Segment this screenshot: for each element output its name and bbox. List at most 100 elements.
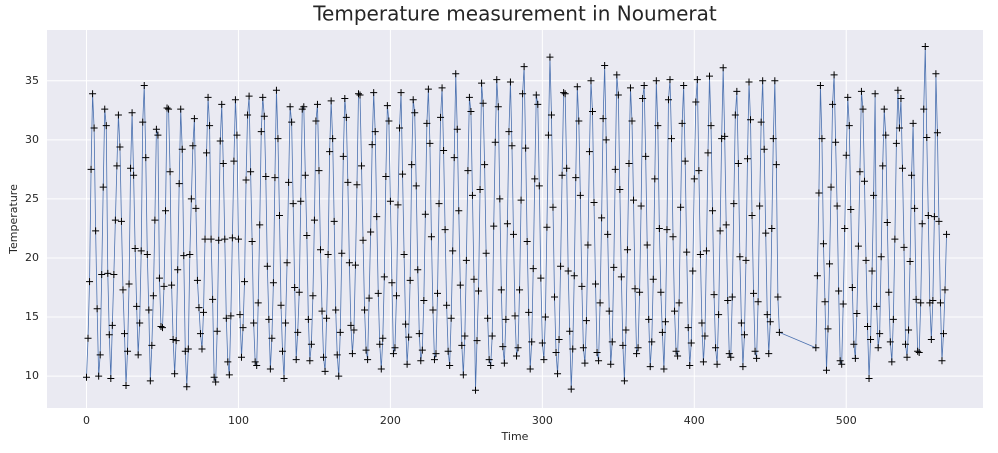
marker — [608, 338, 616, 346]
marker — [87, 165, 95, 173]
marker — [353, 181, 361, 189]
marker — [216, 137, 224, 145]
marker — [677, 203, 685, 211]
marker — [326, 148, 334, 156]
marker — [619, 341, 627, 349]
marker — [392, 292, 400, 300]
marker — [203, 149, 211, 157]
marker — [830, 71, 838, 79]
marker — [359, 236, 367, 244]
marker — [816, 82, 824, 90]
marker — [529, 265, 537, 273]
marker — [104, 269, 112, 277]
marker — [871, 90, 879, 98]
marker — [598, 214, 606, 222]
marker — [829, 100, 837, 108]
marker — [244, 111, 252, 119]
marker — [467, 108, 475, 116]
marker — [566, 327, 574, 335]
marker — [563, 164, 571, 172]
marker — [636, 288, 644, 296]
marker — [324, 250, 332, 258]
marker — [280, 374, 288, 382]
marker — [124, 347, 132, 355]
marker — [213, 327, 221, 335]
x-tick-label: 400 — [684, 414, 705, 427]
marker — [102, 122, 110, 130]
marker — [318, 307, 326, 315]
marker — [382, 172, 390, 180]
marker — [376, 340, 384, 348]
marker — [898, 164, 906, 172]
marker — [560, 89, 568, 97]
marker — [614, 91, 622, 99]
marker — [920, 105, 928, 113]
marker — [526, 365, 534, 373]
marker — [911, 204, 919, 212]
marker — [111, 216, 119, 224]
marker — [906, 258, 914, 266]
marker — [848, 284, 856, 292]
marker — [192, 204, 200, 212]
marker — [891, 235, 899, 243]
marker — [117, 217, 125, 225]
marker — [549, 203, 557, 211]
marker — [532, 91, 540, 99]
marker — [658, 328, 666, 336]
marker — [892, 139, 900, 147]
marker — [424, 85, 432, 93]
marker — [838, 360, 846, 368]
marker — [219, 159, 227, 167]
marker — [754, 298, 762, 306]
marker — [874, 344, 882, 352]
marker — [835, 287, 843, 295]
marker — [396, 124, 404, 132]
marker — [242, 176, 250, 184]
marker — [930, 213, 938, 221]
marker — [178, 145, 186, 153]
marker — [241, 278, 249, 286]
marker — [288, 118, 296, 126]
marker — [488, 332, 496, 340]
marker — [162, 207, 170, 215]
marker — [262, 172, 270, 180]
marker — [867, 335, 875, 343]
marker — [189, 142, 197, 150]
marker — [661, 318, 669, 326]
marker — [362, 346, 370, 354]
marker — [92, 227, 100, 235]
marker — [917, 299, 925, 307]
marker — [844, 93, 852, 101]
marker — [833, 202, 841, 210]
marker — [365, 294, 373, 302]
marker — [592, 280, 600, 288]
y-tick-label: 35 — [25, 74, 39, 87]
marker — [862, 256, 870, 264]
marker — [605, 307, 613, 315]
marker — [519, 90, 527, 98]
marker — [599, 115, 607, 123]
marker — [312, 117, 320, 125]
marker — [266, 365, 274, 373]
marker — [908, 171, 916, 179]
marker — [248, 237, 256, 245]
marker — [279, 347, 287, 355]
marker — [497, 286, 505, 294]
marker — [306, 357, 314, 365]
marker — [602, 136, 610, 144]
marker — [569, 345, 577, 353]
marker — [140, 82, 148, 90]
marker — [468, 191, 476, 199]
marker — [552, 348, 560, 356]
marker — [490, 222, 498, 230]
marker — [588, 108, 596, 116]
marker — [155, 274, 163, 282]
marker — [358, 162, 366, 170]
marker — [198, 345, 206, 353]
marker — [402, 320, 410, 328]
marker — [485, 356, 493, 364]
marker — [675, 299, 683, 307]
marker — [836, 357, 844, 365]
marker — [753, 354, 761, 362]
marker — [620, 377, 628, 385]
